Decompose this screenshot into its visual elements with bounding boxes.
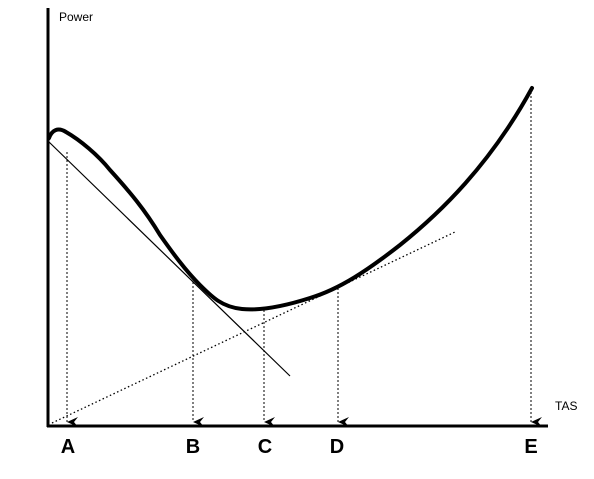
point-label-d: D: [330, 436, 344, 458]
point-label-c: C: [258, 436, 272, 458]
point-label-b: B: [186, 436, 200, 458]
power-curve: [47, 86, 534, 312]
x-axis-label: TAS: [555, 399, 577, 413]
origin-tangent-line: [51, 231, 456, 424]
y-axis-label: Power: [59, 10, 93, 24]
point-label-e: E: [524, 436, 537, 458]
tangent-line: [48, 141, 291, 377]
point-label-a: A: [61, 436, 75, 458]
